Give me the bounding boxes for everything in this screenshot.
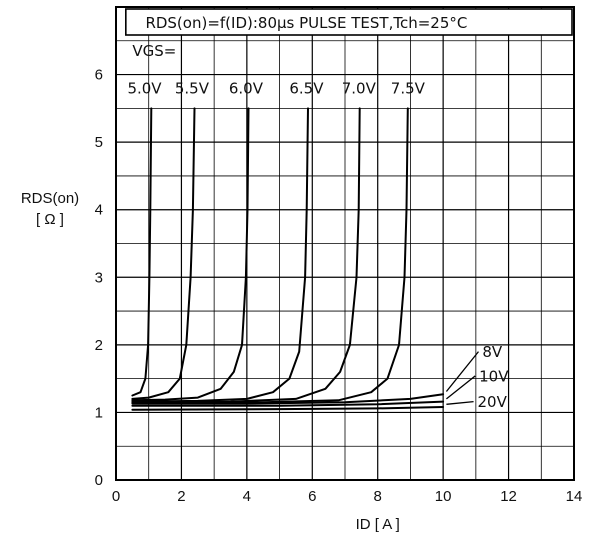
x-tick-label: 10 xyxy=(435,488,452,505)
legend-prefix: VGS= xyxy=(132,42,176,60)
series-line xyxy=(131,107,361,404)
series-label: 6.0V xyxy=(229,79,264,97)
series-label: 8V xyxy=(482,343,503,361)
y-axis-label: RDS(on) xyxy=(21,190,79,207)
series-line xyxy=(131,107,196,400)
series-line xyxy=(131,393,445,405)
condition-text: RDS(on)=f(ID):80μs PULSE TEST,Tch=25°C xyxy=(145,14,467,32)
y-axis-unit: [ Ω ] xyxy=(36,211,64,228)
x-tick-label: 2 xyxy=(177,488,185,505)
series-label: 5.5V xyxy=(175,79,210,97)
plot-frame xyxy=(115,6,575,481)
x-tick-label: 8 xyxy=(374,488,382,505)
series-leader-line xyxy=(445,351,479,392)
series-line xyxy=(131,107,409,404)
series-label: 6.5V xyxy=(289,79,324,97)
x-tick-label: 6 xyxy=(308,488,316,505)
y-tick-label: 4 xyxy=(95,202,103,219)
x-tick-label: 14 xyxy=(566,488,583,505)
series-label: 7.0V xyxy=(342,79,377,97)
series-line xyxy=(131,107,153,397)
x-axis-label: ID [ A ] xyxy=(356,516,400,533)
series-line xyxy=(131,107,250,402)
series-leader-line xyxy=(446,375,476,400)
series-label: 5.0V xyxy=(127,79,162,97)
x-tick-label: 0 xyxy=(112,488,120,505)
series-line xyxy=(131,400,445,407)
series-label: 20V xyxy=(477,393,507,411)
series-line xyxy=(131,406,445,411)
series-labels: 5.0V 5.5V 6.0V 6.5V 7.0V 7.5V 8V 10V 20V xyxy=(127,79,509,411)
x-tick-label: 4 xyxy=(243,488,251,505)
y-tick-label: 0 xyxy=(95,472,103,489)
y-tick-label: 1 xyxy=(95,404,103,421)
condition-box xyxy=(125,8,573,36)
series-leader-line xyxy=(446,400,474,405)
series-label: 7.5V xyxy=(391,79,426,97)
y-tick-label: 5 xyxy=(95,134,103,151)
y-tick-label: 2 xyxy=(95,337,103,354)
y-tick-label: 3 xyxy=(95,269,103,286)
series-layer xyxy=(131,107,445,411)
series-label: 10V xyxy=(479,367,509,385)
x-tick-label: 12 xyxy=(500,488,517,505)
y-tick-label: 6 xyxy=(95,67,103,84)
series-line xyxy=(131,107,309,403)
